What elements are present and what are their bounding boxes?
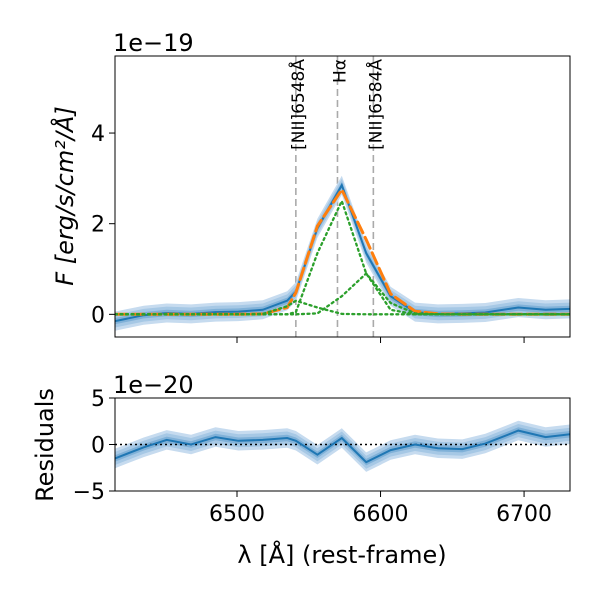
- residuals-y-ticks: −5 0 5: [73, 387, 115, 505]
- emission-line-label-0: [NII]6548Å: [287, 59, 309, 150]
- spectrum-y-axis-label: F [erg/s/cm²/Å]: [50, 106, 79, 285]
- spectrum-offset-label: 1e−19: [113, 29, 194, 57]
- emission-line-label-2: [NII]6584Å: [364, 59, 386, 150]
- residual-uncertainty-band-2: [115, 427, 570, 466]
- residuals-y-tick-label-2: 5: [91, 387, 105, 412]
- residual-uncertainty-band-1: [115, 424, 570, 469]
- residuals-plot-area: [115, 420, 570, 472]
- spectrum-plot-area: [115, 175, 570, 331]
- model-series-4: [115, 271, 570, 316]
- model-series-3: [115, 197, 570, 316]
- x-tick-label-1: 6600: [353, 502, 409, 527]
- x-tick-label-2: 6700: [496, 502, 552, 527]
- residual-line: [115, 429, 570, 464]
- x-axis-label: λ [Å] (rest-frame): [237, 540, 446, 569]
- residuals-y-tick-label-1: 0: [91, 434, 105, 459]
- residuals-x-ticks: 6500 6600 6700: [209, 491, 552, 527]
- spectrum-y-tick-label-0: 0: [91, 303, 105, 328]
- spectrum-y-tick-label-1: 2: [91, 213, 105, 238]
- emission-line-label-1: Hα: [331, 59, 351, 83]
- spectrum-y-ticks: 0 2 4: [91, 122, 115, 328]
- residuals-offset-label: 1e−20: [113, 371, 194, 399]
- x-tick-label-0: 6500: [209, 502, 265, 527]
- spectrum-y-tick-label-2: 4: [91, 122, 105, 147]
- residuals-panel: −5 0 5 6500 6600 6700 1e−20 Residuals λ [Å] …: [31, 371, 571, 569]
- emission-line-markers: [NII]6548Å Hα [NII]6584Å: [287, 56, 386, 337]
- data-uncertainty-band-2: [115, 182, 570, 325]
- spectrum-x-ticks: [236, 337, 525, 343]
- spectrum-axes-frame: [114, 55, 571, 338]
- residuals-y-axis-label: Residuals: [31, 388, 59, 502]
- spectrum-panel: [NII]6548Å Hα [NII]6584Å 0 2 4 1e−19 F [erg/…: [50, 29, 571, 343]
- residuals-y-tick-label-0: −5: [73, 480, 105, 505]
